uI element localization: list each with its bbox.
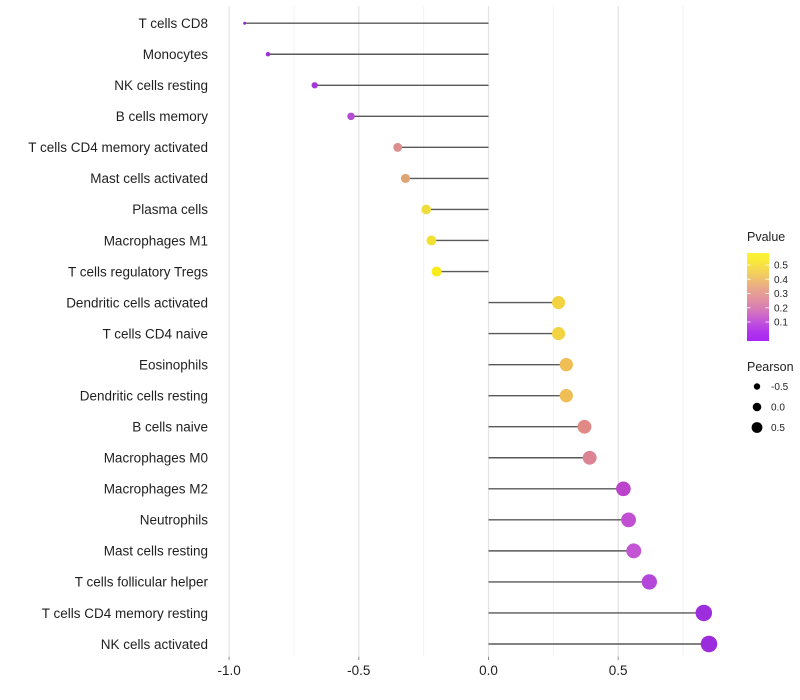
pearson-legend-dot: [752, 402, 762, 412]
grid-major-lines: [228, 6, 619, 656]
lollipop-dot: [426, 235, 437, 246]
lollipop-dot: [243, 21, 247, 25]
lollipop-dots: [243, 21, 718, 653]
x-tick-label: 0.5: [609, 663, 628, 678]
lollipop-dot: [559, 357, 573, 372]
lollipop-dot: [621, 512, 636, 528]
y-axis-label: Eosinophils: [139, 357, 208, 372]
y-axis-label: Macrophages M2: [104, 482, 208, 497]
lollipop-dot: [431, 266, 442, 277]
pearson-tick-label: 0.0: [771, 403, 785, 414]
y-axis-label: Dendritic cells resting: [80, 388, 208, 403]
y-axis-label: Mast cells activated: [90, 171, 208, 186]
lollipop-dot: [421, 204, 432, 215]
pvalue-tick-label: 0.5: [774, 261, 788, 272]
x-tick-label: 0.0: [479, 663, 498, 678]
y-axis-label: NK cells activated: [101, 637, 208, 652]
legend-pvalue-title: Pvalue: [747, 230, 785, 244]
y-axis-label: T cells CD4 memory resting: [42, 606, 208, 621]
lollipop-dot: [551, 295, 566, 310]
x-tick-label: -1.0: [217, 663, 240, 678]
y-axis-label: B cells naive: [132, 420, 208, 435]
y-axis-label: B cells memory: [116, 109, 209, 124]
pearson-legend-dot: [753, 383, 761, 390]
y-axis-label: NK cells resting: [114, 78, 208, 93]
y-axis-label: Monocytes: [143, 47, 209, 62]
y-axis-label: Macrophages M1: [104, 233, 208, 248]
lollipop-dot: [582, 450, 597, 465]
pvalue-tick-label: 0.4: [774, 275, 788, 286]
legend: Pvalue 0.5 0.4 0.3 0.2 0.1 Pearson -0.5 0.0 0.…: [747, 230, 794, 434]
legend-pearson-items: -0.5 0.0 0.5: [751, 382, 789, 434]
y-axis-label: Mast cells resting: [104, 544, 208, 559]
lollipop-segments: [244, 22, 709, 645]
pearson-tick-label: 0.5: [771, 423, 785, 434]
pearson-legend-dot: [751, 422, 763, 433]
lollipop-dot: [577, 419, 592, 434]
lollipop-dot: [265, 52, 271, 57]
y-axis-label: Neutrophils: [140, 513, 209, 528]
lollipop-dot: [559, 389, 573, 403]
lollipop-dot: [641, 574, 657, 590]
legend-pvalue-colorbar: [747, 253, 769, 341]
lollipop-dot: [393, 142, 403, 152]
lollipop-dot: [695, 604, 713, 622]
lollipop-dot: [551, 327, 566, 341]
y-axis-label: Plasma cells: [132, 202, 208, 217]
lollipop-dot: [400, 173, 411, 183]
pearson-tick-label: -0.5: [771, 382, 789, 393]
legend-pearson-title: Pearson: [747, 360, 794, 374]
legend-pvalue-ticks: 0.5 0.4 0.3 0.2 0.1: [747, 261, 788, 329]
lollipop-dot: [347, 112, 355, 121]
pvalue-tick-label: 0.2: [774, 303, 788, 314]
lollipop-dot: [311, 82, 318, 89]
y-axis-label: T cells CD4 naive: [102, 326, 208, 341]
y-axis-label: Dendritic cells activated: [66, 295, 208, 310]
pvalue-tick-label: 0.3: [774, 289, 788, 300]
y-axis-label: T cells CD4 memory activated: [28, 140, 208, 155]
y-axis-labels: T cells CD8 Monocytes NK cells resting B ce…: [28, 16, 208, 652]
y-axis-label: Macrophages M0: [104, 451, 208, 466]
y-axis-label: T cells regulatory Tregs: [68, 264, 208, 279]
pvalue-tick-label: 0.1: [774, 318, 788, 329]
x-axis: -1.0 -0.5 0.0 0.5: [217, 656, 628, 678]
lollipop-dot: [626, 543, 642, 559]
y-axis-label: T cells CD8: [138, 16, 208, 31]
x-tick-label: -0.5: [347, 663, 370, 678]
lollipop-dot: [616, 481, 631, 497]
lollipop-dot: [700, 635, 718, 653]
y-axis-label: T cells follicular helper: [75, 575, 209, 590]
